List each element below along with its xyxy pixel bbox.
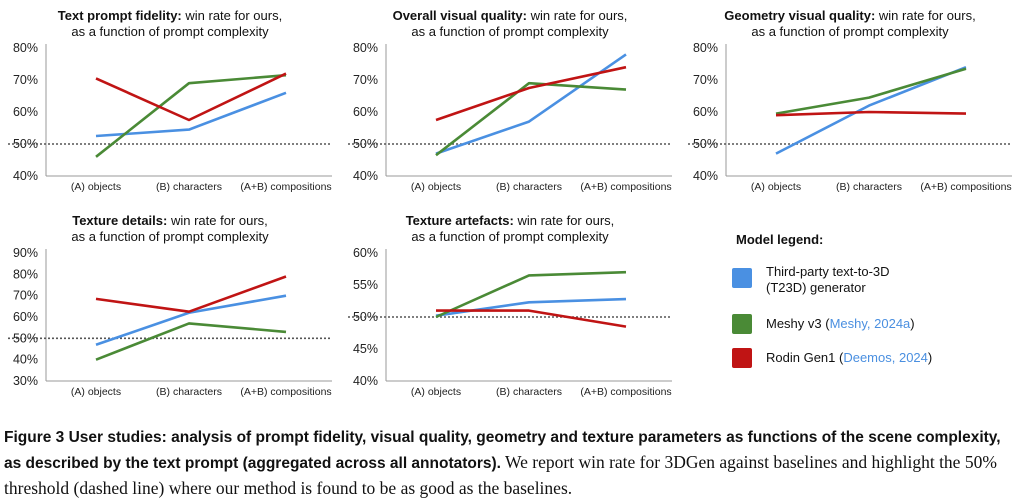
series-line-rodin xyxy=(436,309,627,328)
chart-title-line2: as a function of prompt complexity xyxy=(71,229,269,244)
y-tick-label: 40% xyxy=(13,353,38,367)
y-tick-label: 80% xyxy=(13,41,38,55)
chart-title-rest: win rate for ours, xyxy=(875,8,975,23)
chart-title-rest: win rate for ours, xyxy=(527,8,627,23)
y-tick-label: 30% xyxy=(13,374,38,388)
x-tick-label: (A+B) compositions xyxy=(240,386,331,398)
y-tick-label: 40% xyxy=(13,169,38,183)
x-tick-label: (A+B) compositions xyxy=(920,181,1011,193)
series-line-meshy xyxy=(95,322,287,361)
legend-title: Model legend: xyxy=(736,232,824,247)
chart-overall-visual-quality: Overall visual quality: win rate for our… xyxy=(340,0,680,200)
y-tick-label: 70% xyxy=(693,73,718,87)
chart-title-line1: Texture artefacts: win rate for ours, xyxy=(406,213,615,228)
series-line-t23d xyxy=(95,91,287,138)
chart-title-bold: Overall visual quality: xyxy=(393,8,527,23)
y-tick-label: 90% xyxy=(13,246,38,260)
figure-caption: Figure 3 User studies: analysis of promp… xyxy=(4,426,1020,502)
chart-geometry-visual-quality: Geometry visual quality: win rate for ou… xyxy=(680,0,1020,200)
y-tick-label: 55% xyxy=(353,278,378,292)
chart-title-line1: Texture details: win rate for ours, xyxy=(72,213,268,228)
legend-label-meshy: Meshy v3 (Meshy, 2024a) xyxy=(766,316,1006,332)
x-tick-label: (B) characters xyxy=(496,386,562,398)
y-tick-label: 60% xyxy=(13,105,38,119)
series-line-meshy xyxy=(95,73,287,158)
x-tick-label: (A) objects xyxy=(411,386,461,398)
chart-title-line2: as a function of prompt complexity xyxy=(751,24,949,39)
y-tick-label: 60% xyxy=(13,310,38,324)
legend-meshy-text: Meshy v3 ( xyxy=(766,316,830,331)
model-legend: Model legend: Third-party text-to-3D (T2… xyxy=(700,222,1000,382)
x-tick-label: (A) objects xyxy=(411,181,461,193)
caption-bold: Figure 3 User studies: analysis of promp… xyxy=(4,429,1001,472)
y-tick-label: 60% xyxy=(353,246,378,260)
series-line-t23d xyxy=(435,297,627,318)
series-line-rodin xyxy=(775,110,967,117)
chart-title-bold: Text prompt fidelity: xyxy=(58,8,182,23)
chart-title-bold: Geometry visual quality: xyxy=(724,8,875,23)
y-tick-label: 80% xyxy=(693,41,718,55)
chart-title-line1: Overall visual quality: win rate for our… xyxy=(393,8,628,23)
chart-text-prompt-fidelity: Text prompt fidelity: win rate for ours,… xyxy=(0,0,340,200)
y-tick-label: 40% xyxy=(693,169,718,183)
chart-title-line1: Text prompt fidelity: win rate for ours, xyxy=(58,8,282,23)
chart-title-rest: win rate for ours, xyxy=(514,213,614,228)
chart-title-bold: Texture artefacts: xyxy=(406,213,514,228)
series-line-rodin xyxy=(95,72,287,122)
series-line-meshy xyxy=(435,81,627,157)
x-tick-label: (B) characters xyxy=(836,181,902,193)
chart-title-bold: Texture details: xyxy=(72,213,167,228)
caption-rest: We report win rate for 3DGen against bas… xyxy=(4,452,997,498)
x-tick-label: (A) objects xyxy=(71,181,121,193)
y-tick-label: 80% xyxy=(353,41,378,55)
chart-texture-artefacts: Texture artefacts: win rate for ours, as … xyxy=(340,205,680,405)
x-tick-label: (B) characters xyxy=(156,386,222,398)
legend-swatch-meshy xyxy=(732,314,752,334)
x-tick-label: (B) characters xyxy=(156,181,222,193)
x-tick-label: (A+B) compositions xyxy=(580,181,671,193)
series-line-t23d xyxy=(775,65,967,155)
x-tick-label: (A+B) compositions xyxy=(580,386,671,398)
y-tick-label: 45% xyxy=(353,342,378,356)
legend-t23d-line2: (T23D) generator xyxy=(766,280,866,295)
chart-texture-details: Texture details: win rate for ours, as a … xyxy=(0,205,340,405)
y-tick-label: 60% xyxy=(693,105,718,119)
legend-rodin-text: Rodin Gen1 ( xyxy=(766,350,844,365)
x-tick-label: (B) characters xyxy=(496,181,562,193)
y-tick-label: 70% xyxy=(353,73,378,87)
x-tick-label: (A) objects xyxy=(751,181,801,193)
x-tick-label: (A) objects xyxy=(71,386,121,398)
chart-title-rest: win rate for ours, xyxy=(182,8,282,23)
series-line-rodin xyxy=(435,65,627,122)
x-tick-label: (A+B) compositions xyxy=(240,181,331,193)
series-line-meshy xyxy=(435,270,627,319)
chart-title-line2: as a function of prompt complexity xyxy=(411,24,609,39)
series-line-rodin xyxy=(95,275,287,313)
chart-title-line1: Geometry visual quality: win rate for ou… xyxy=(724,8,975,23)
y-tick-label: 80% xyxy=(13,267,38,281)
legend-swatch-rodin xyxy=(732,348,752,368)
legend-rodin-cite[interactable]: Deemos, 2024 xyxy=(843,350,928,365)
y-tick-label: 70% xyxy=(13,289,38,303)
chart-title-line2: as a function of prompt complexity xyxy=(411,229,609,244)
y-tick-label: 60% xyxy=(353,105,378,119)
y-tick-label: 70% xyxy=(13,73,38,87)
legend-label-rodin: Rodin Gen1 (Deemos, 2024) xyxy=(766,350,1006,366)
legend-swatch-t23d xyxy=(732,268,752,288)
chart-title-rest: win rate for ours, xyxy=(167,213,267,228)
legend-label-t23d: Third-party text-to-3D (T23D) generator xyxy=(766,264,1006,296)
series-line-meshy xyxy=(775,67,967,115)
chart-title-line2: as a function of prompt complexity xyxy=(71,24,269,39)
y-tick-label: 40% xyxy=(353,169,378,183)
series-line-t23d xyxy=(435,53,627,155)
legend-t23d-line1: Third-party text-to-3D xyxy=(766,264,890,279)
legend-rodin-tail: ) xyxy=(927,350,933,365)
legend-meshy-tail: ) xyxy=(910,316,915,331)
y-tick-label: 40% xyxy=(353,374,378,388)
legend-meshy-cite[interactable]: Meshy, 2024a xyxy=(829,316,911,331)
